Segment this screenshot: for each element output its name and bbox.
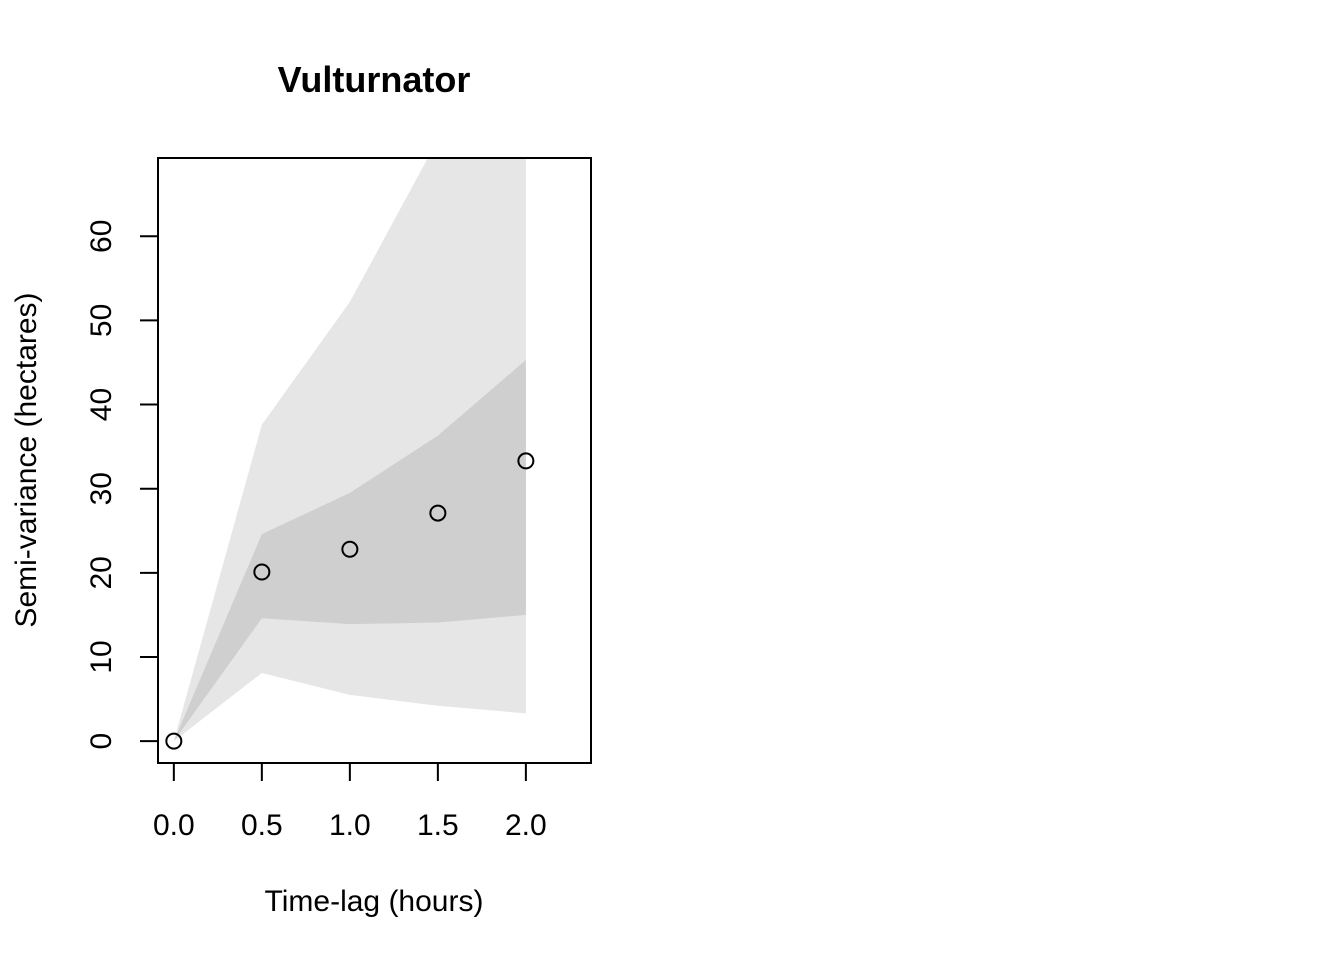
data-point [517,452,535,470]
x-axis: 0.0 0.5 1.0 1.5 2.0 [153,762,547,842]
y-tick-label: 60 [85,220,118,253]
data-points [165,452,535,750]
x-tick-label: 1.5 [417,809,459,842]
data-point [341,540,359,558]
chart-title: Vulturnator [278,59,471,100]
y-tick-label: 0 [85,733,118,750]
y-tick-label: 30 [85,472,118,505]
y-tick-label: 10 [85,640,118,673]
x-tick-label: 0.0 [153,809,195,842]
x-tick-label: 2.0 [505,809,547,842]
y-tick-label: 50 [85,304,118,337]
x-axis-label: Time-lag (hours) [265,885,484,918]
x-tick-label: 1.0 [329,809,371,842]
y-tick-label: 20 [85,556,118,589]
data-point [165,732,183,750]
confidence-bands [173,158,526,742]
band-inner [173,359,526,742]
data-point [429,504,447,522]
x-tick-label: 0.5 [241,809,283,842]
y-tick-label: 40 [85,388,118,421]
y-axis-label: Semi-variance (hectares) [10,292,43,627]
y-axis: 0 10 20 30 40 50 60 [85,220,159,750]
data-point [253,563,271,581]
